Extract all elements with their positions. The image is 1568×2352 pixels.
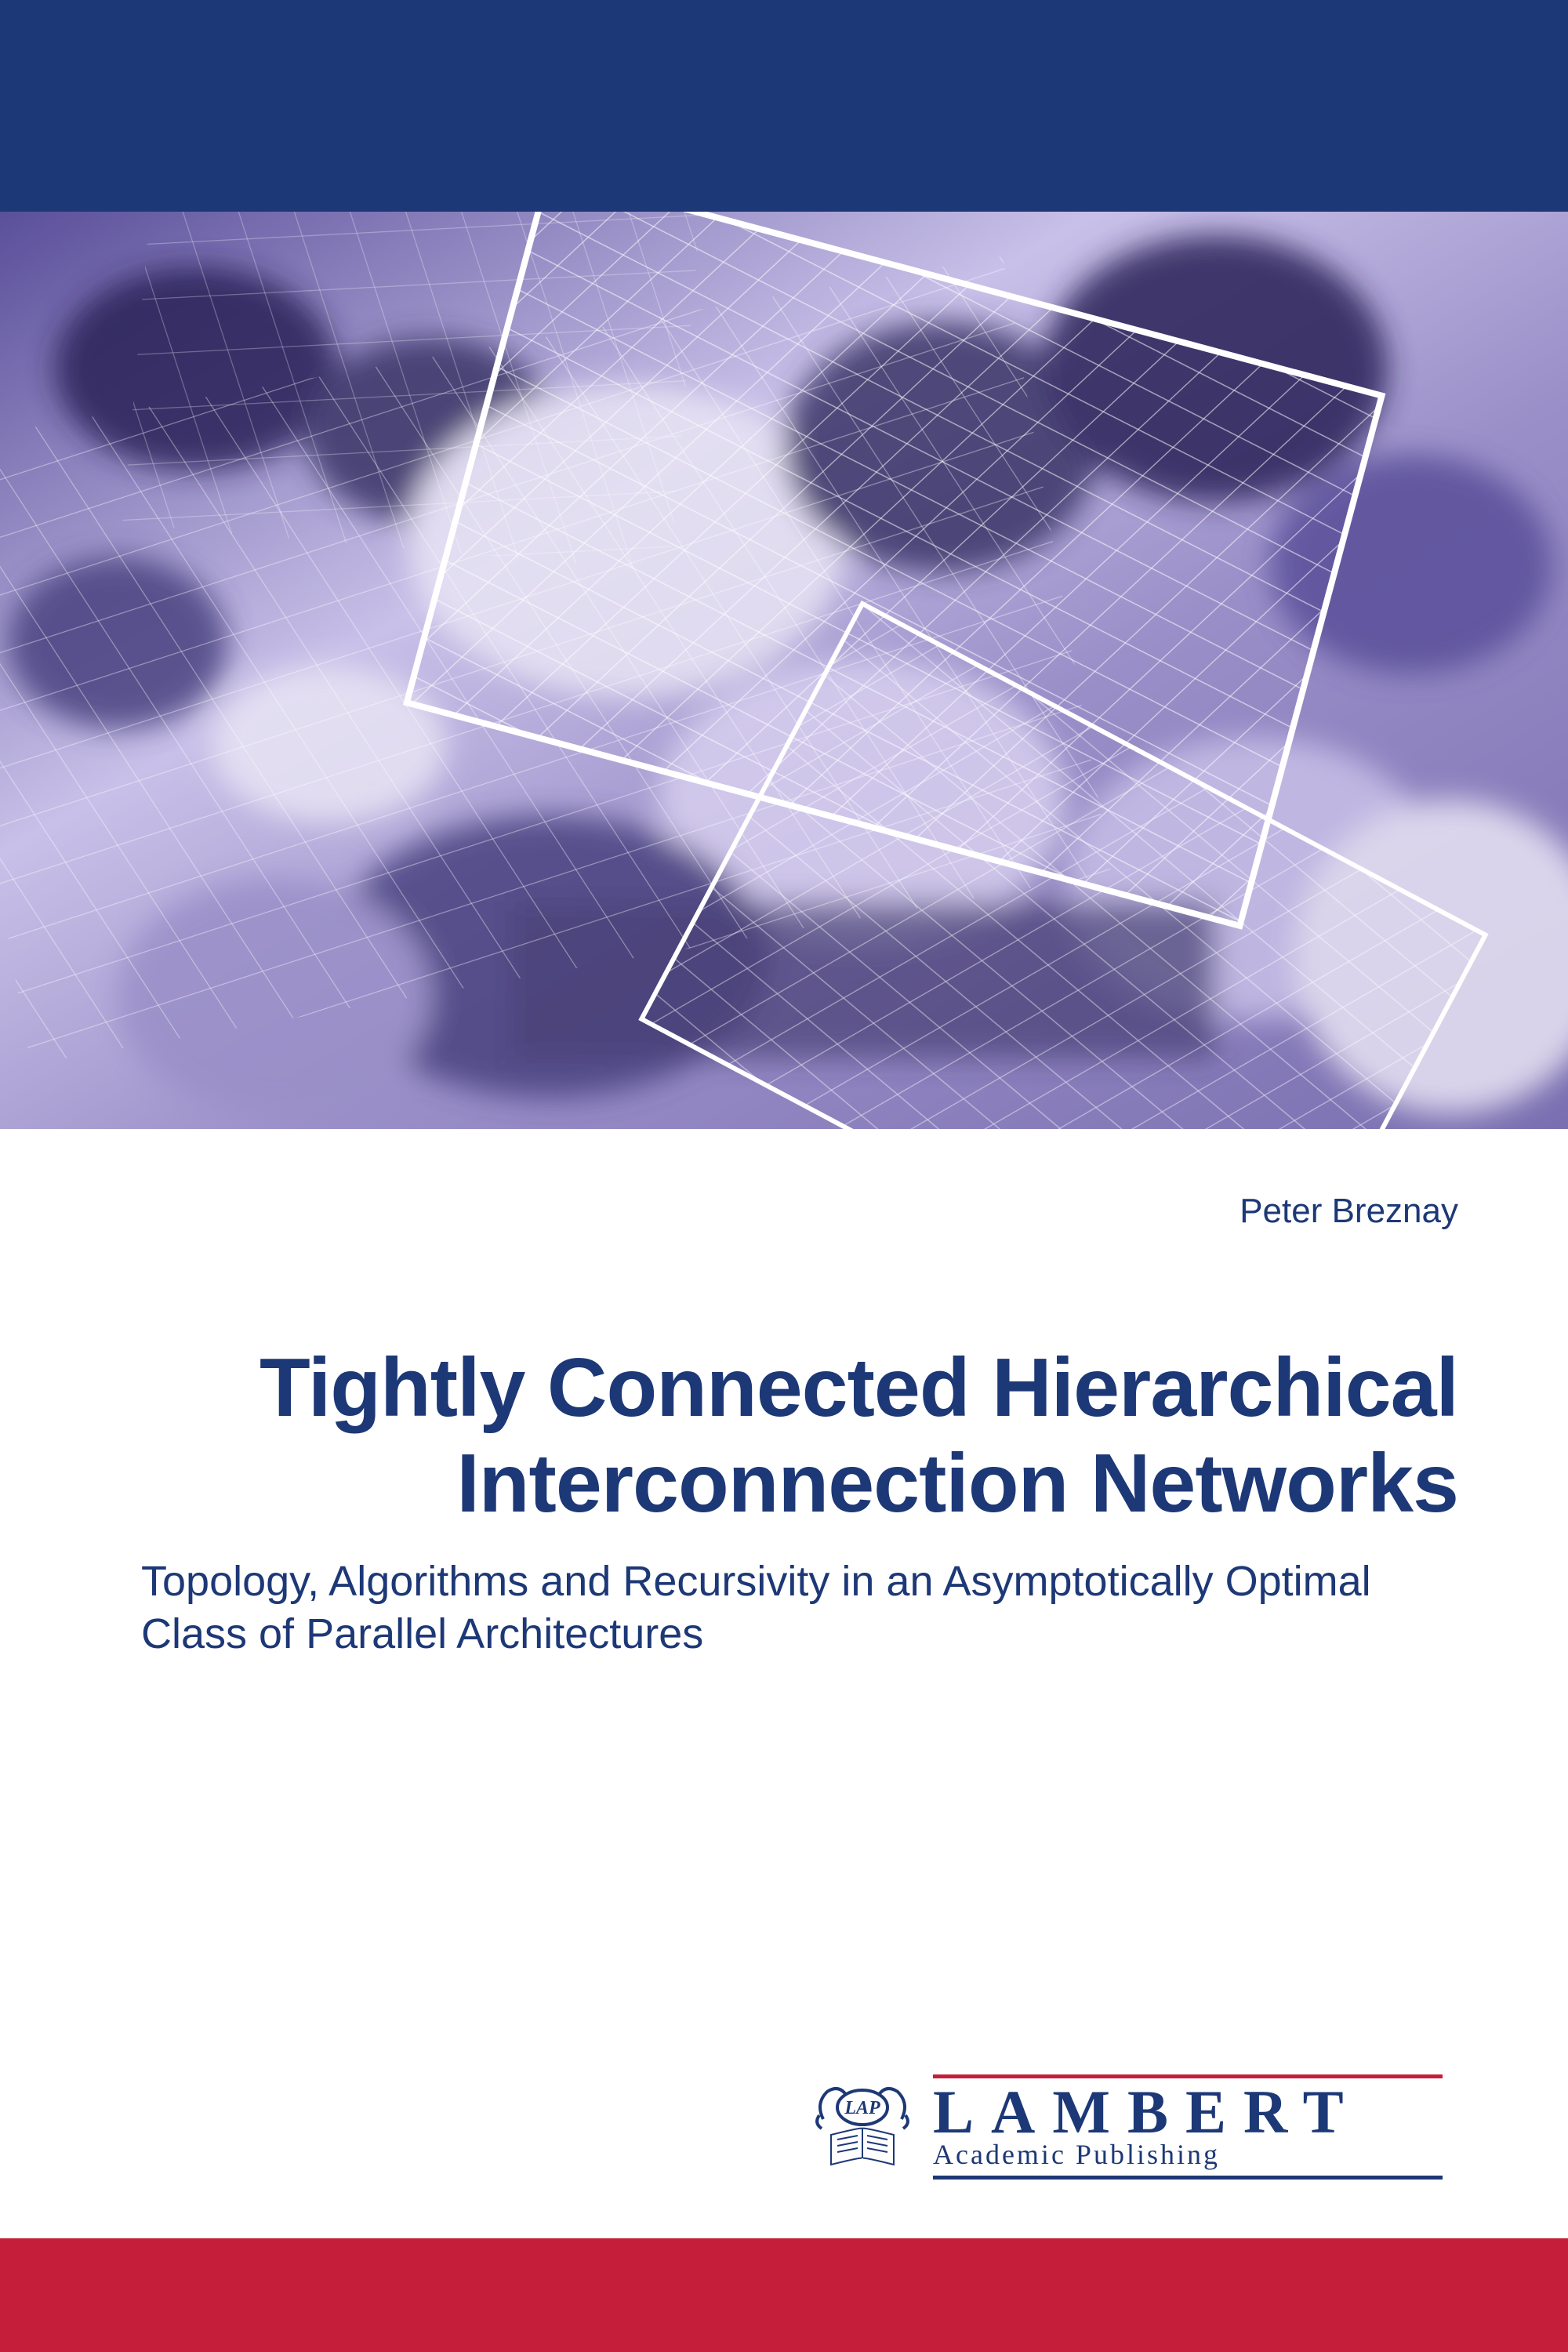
bottom-bar — [0, 2238, 1568, 2352]
publisher-emblem-icon: LAP — [808, 2080, 917, 2174]
publisher-sub: Academic Publishing — [933, 2138, 1443, 2171]
publisher-logo: LAP LAMBERT Academic Publishing — [808, 2074, 1443, 2180]
publisher-line-bottom — [933, 2176, 1443, 2180]
author-name: Peter Breznay — [110, 1192, 1458, 1231]
hero-image — [0, 212, 1568, 1129]
content-area: Peter Breznay Tightly Connected Hierarch… — [0, 1129, 1568, 1661]
book-subtitle: Topology, Algorithms and Recursivity in … — [110, 1555, 1458, 1661]
book-title: Tightly Connected Hierarchical Interconn… — [110, 1341, 1458, 1532]
publisher-text-block: LAMBERT Academic Publishing — [933, 2074, 1443, 2180]
top-bar — [0, 0, 1568, 212]
publisher-name: LAMBERT — [933, 2083, 1443, 2141]
publisher-badge-text: LAP — [844, 2098, 880, 2118]
